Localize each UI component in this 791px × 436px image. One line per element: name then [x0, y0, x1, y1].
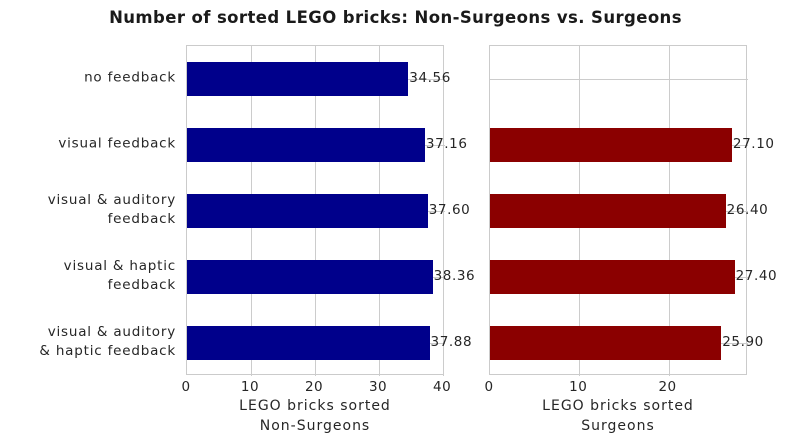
x-axis-label-non-surgeons: LEGO bricks sorted Non-Surgeons [239, 398, 391, 434]
value-label-non-surgeons-1: 37.16 [425, 136, 468, 152]
y-category-label-3: visual & haptic feedback [63, 258, 176, 293]
x-tick-label: 20 [658, 379, 677, 395]
value-label-non-surgeons-2: 37.60 [428, 202, 471, 218]
bar-surgeons-4 [490, 326, 722, 360]
bar-non-surgeons-4 [187, 326, 430, 360]
x-tick-label: 40 [432, 379, 452, 395]
value-label-non-surgeons-3: 38.36 [433, 268, 476, 284]
chart-title: Number of sorted LEGO bricks: Non-Surgeo… [109, 8, 682, 27]
value-label-surgeons-1: 27.10 [732, 136, 775, 152]
gridline-h [490, 79, 748, 80]
y-category-label-4: visual & auditory & haptic feedback [39, 324, 176, 359]
value-label-surgeons-2: 26.40 [726, 202, 769, 218]
bar-non-surgeons-1 [187, 128, 425, 162]
x-tick-label: 30 [368, 379, 388, 395]
panel-surgeons [489, 45, 748, 376]
x-tick-label: 0 [181, 379, 191, 395]
bar-surgeons-2 [490, 194, 726, 228]
y-category-label-2: visual & auditory feedback [47, 192, 176, 227]
x-axis-label-surgeons: LEGO bricks sorted Surgeons [542, 398, 694, 434]
bar-surgeons-3 [490, 260, 735, 294]
bar-non-surgeons-2 [187, 194, 428, 228]
x-tick-label: 20 [304, 379, 324, 395]
bar-surgeons-1 [490, 128, 732, 162]
bar-non-surgeons-0 [187, 62, 409, 96]
y-category-label-1: visual feedback [58, 135, 176, 152]
value-label-surgeons-4: 25.90 [722, 334, 764, 350]
value-label-non-surgeons-4: 37.88 [430, 334, 473, 350]
y-category-label-0: no feedback [84, 69, 176, 86]
value-label-surgeons-3: 27.40 [735, 268, 778, 284]
gridline-v [443, 46, 444, 376]
x-tick-label: 0 [484, 379, 494, 395]
panel-non-surgeons [186, 45, 445, 376]
x-tick-label: 10 [569, 379, 588, 395]
value-label-non-surgeons-0: 34.56 [409, 70, 451, 86]
bar-non-surgeons-3 [187, 260, 433, 294]
x-tick-label: 10 [240, 379, 260, 395]
